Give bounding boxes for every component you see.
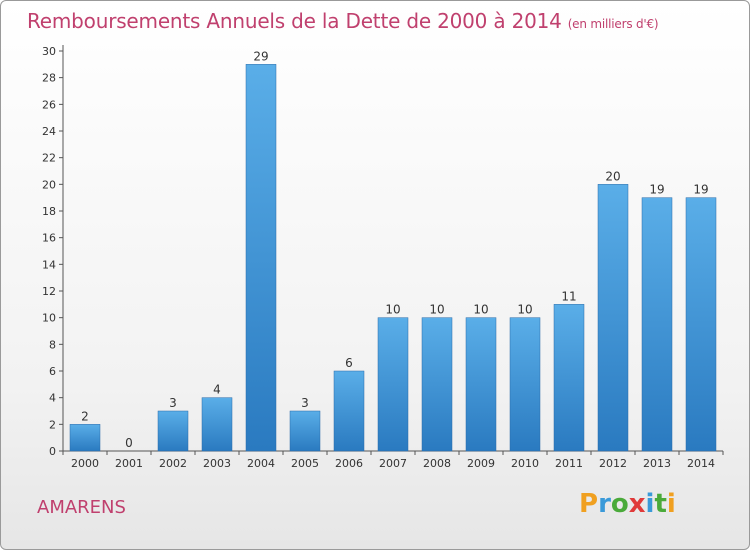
x-tick-label: 2002 (159, 457, 187, 470)
bar-value-label: 20 (605, 169, 620, 183)
bar (597, 184, 629, 452)
x-tick-label: 2000 (71, 457, 99, 470)
logo-letter: P (579, 489, 599, 519)
bar-value-label: 2 (81, 409, 89, 423)
bar-value-label: 19 (693, 183, 708, 197)
y-tick-label: 8 (49, 338, 56, 351)
commune-name: AMARENS (37, 497, 126, 518)
chart-subtitle: (en milliers d'€) (567, 17, 659, 31)
y-tick-label: 2 (49, 418, 56, 431)
x-tick-label: 2012 (599, 457, 627, 470)
logo-letter: o (610, 489, 629, 519)
bar (685, 197, 717, 452)
x-tick-label: 2003 (203, 457, 231, 470)
bar-value-label: 11 (561, 289, 576, 303)
x-tick-label: 2006 (335, 457, 363, 470)
y-tick-label: 4 (49, 392, 56, 405)
bar-value-label: 4 (213, 383, 221, 397)
logo-letter: i (666, 489, 676, 519)
x-tick-label: 2013 (643, 457, 671, 470)
bar-value-label: 10 (473, 303, 488, 317)
bar-value-label: 10 (429, 303, 444, 317)
bar-value-label: 19 (649, 183, 664, 197)
bar (69, 424, 101, 452)
y-tick-label: 24 (42, 125, 56, 138)
y-tick-label: 6 (49, 365, 56, 378)
bar (157, 410, 189, 452)
y-tick-label: 30 (42, 45, 56, 58)
x-tick-label: 2014 (687, 457, 715, 470)
x-tick-label: 2010 (511, 457, 539, 470)
chart-title-text: Remboursements Annuels de la Dette de 20… (27, 9, 562, 33)
y-tick-label: 10 (42, 312, 56, 325)
x-tick-label: 2001 (115, 457, 143, 470)
bar (201, 397, 233, 452)
x-tick-label: 2007 (379, 457, 407, 470)
bar-value-label: 3 (301, 396, 309, 410)
x-tick-label: 2004 (247, 457, 275, 470)
chart-title: Remboursements Annuels de la Dette de 20… (27, 9, 659, 33)
bar-value-label: 10 (517, 303, 532, 317)
bar (641, 197, 673, 452)
proxiti-logo: Proxiti (579, 489, 676, 519)
bar (289, 410, 321, 452)
bar (553, 304, 585, 452)
y-tick-label: 14 (42, 258, 56, 271)
x-tick-label: 2009 (467, 457, 495, 470)
y-tick-label: 18 (42, 205, 56, 218)
bar (465, 317, 497, 452)
logo-letter: i (645, 489, 655, 519)
logo-letter: x (628, 489, 646, 519)
y-tick-label: 22 (42, 152, 56, 165)
y-tick-label: 16 (42, 232, 56, 245)
x-tick-label: 2011 (555, 457, 583, 470)
bar-value-label: 0 (125, 436, 133, 450)
bar-value-label: 10 (385, 303, 400, 317)
y-tick-label: 12 (42, 285, 56, 298)
bar (245, 64, 277, 452)
bar (509, 317, 541, 452)
bar-value-label: 29 (253, 49, 268, 63)
y-tick-label: 26 (42, 98, 56, 111)
bar (377, 317, 409, 452)
bar-value-label: 6 (345, 356, 353, 370)
bar (333, 370, 365, 452)
bar-value-label: 3 (169, 396, 177, 410)
logo-letter: t (654, 489, 667, 519)
y-tick-label: 20 (42, 178, 56, 191)
x-tick-label: 2005 (291, 457, 319, 470)
x-tick-label: 2008 (423, 457, 451, 470)
y-tick-label: 0 (49, 445, 56, 458)
logo-letter: r (598, 489, 611, 519)
y-tick-label: 28 (42, 72, 56, 85)
bar (421, 317, 453, 452)
